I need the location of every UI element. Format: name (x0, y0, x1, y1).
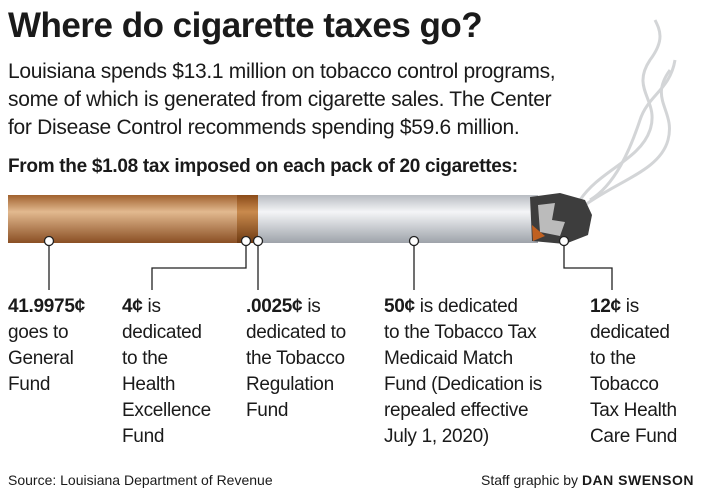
item-line: Excellence (122, 400, 211, 421)
item-line: July 1, 2020) (384, 426, 489, 447)
ember (532, 225, 545, 241)
item-line: dedicated (122, 322, 202, 343)
item-line: 4¢ is (122, 294, 211, 320)
item-line: dedicated to (246, 322, 346, 343)
item-line: General (8, 348, 74, 369)
connectors (48, 241, 613, 290)
item-line: 50¢ is dedicated (384, 294, 542, 320)
lead-line: Louisiana spends $13.1 million on tobacc… (8, 60, 556, 83)
item-line: goes to (8, 322, 69, 343)
item-line: Care Fund (590, 426, 678, 447)
filter-band (237, 195, 259, 243)
item-line: Medicaid Match (384, 348, 513, 369)
item-line: Fund (Dedication is (384, 374, 542, 395)
item-line: 41.9975¢ (8, 294, 85, 320)
lead: Louisiana spends $13.1 million on tobacc… (8, 58, 556, 142)
item-line: .0025¢ is (246, 294, 346, 320)
item: 4¢ is dedicated to the Health Excellence Fund (122, 294, 211, 450)
item-amount: .0025¢ (246, 296, 303, 317)
item-line: Tax Health (590, 400, 677, 421)
item: 41.9975¢ goes to General Fund (8, 294, 85, 398)
subhead: From the $1.08 tax imposed on each pack … (8, 156, 518, 177)
connector-dots (43, 235, 570, 247)
item-line: 12¢ is (590, 294, 677, 320)
item-amount: 41.9975¢ (8, 296, 85, 317)
item-line: to the (590, 348, 636, 369)
smoke (578, 19, 677, 207)
item-amount: 50¢ (384, 296, 415, 317)
item-amount: 12¢ (590, 296, 621, 317)
item: 12¢ is dedicated to the Tobacco Tax Health Ca… (590, 294, 677, 450)
paper (258, 195, 538, 243)
item-line: Health (122, 374, 176, 395)
credit-prefix: Staff graphic by (481, 472, 579, 488)
item-line: to the Tobacco Tax (384, 322, 537, 343)
item-line: repealed effective (384, 400, 529, 421)
item-line: Fund (8, 374, 51, 395)
lead-line: some of which is generated from cigarett… (8, 88, 552, 111)
lead-line: for Disease Control recommends spending … (8, 116, 520, 139)
item-line: the Tobacco (246, 348, 345, 369)
ash-highlight (538, 203, 565, 236)
item-line: Fund (122, 426, 165, 447)
title: Where do cigarette taxes go? (8, 6, 483, 45)
credit-name: DAN SWENSON (581, 472, 694, 488)
item-text: is dedicated (419, 296, 518, 317)
item-line: Fund (246, 400, 289, 421)
item-text: is (625, 296, 639, 317)
item-text: is (147, 296, 161, 317)
item-line: to the (122, 348, 168, 369)
credit: Staff graphic by DAN SWENSON (481, 472, 694, 488)
item-line: Tobacco (590, 374, 659, 395)
item: .0025¢ is dedicated to the Tobacco Regulati… (246, 294, 346, 424)
item-line: Regulation (246, 374, 334, 395)
item-amount: 4¢ (122, 296, 143, 317)
item: 50¢ is dedicated to the Tobacco Tax Medica… (384, 294, 542, 450)
filter (8, 195, 238, 243)
item-text: is (307, 296, 321, 317)
source: Source: Louisiana Department of Revenue (8, 472, 273, 488)
item-line: dedicated (590, 322, 670, 343)
